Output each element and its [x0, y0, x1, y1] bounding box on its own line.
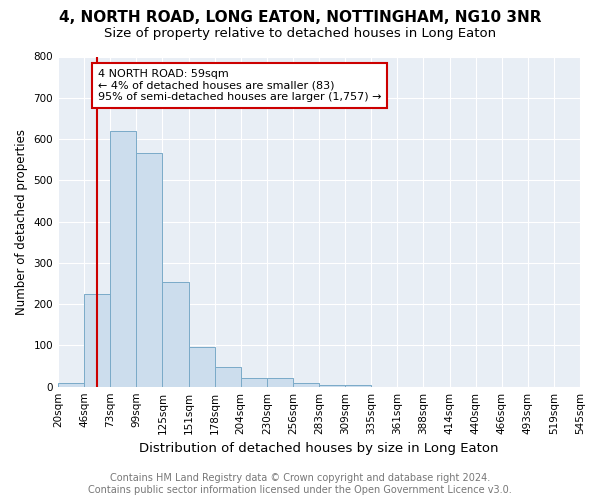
Bar — [293, 382, 319, 386]
Text: 4 NORTH ROAD: 59sqm
← 4% of detached houses are smaller (83)
95% of semi-detache: 4 NORTH ROAD: 59sqm ← 4% of detached hou… — [98, 69, 382, 102]
X-axis label: Distribution of detached houses by size in Long Eaton: Distribution of detached houses by size … — [139, 442, 499, 455]
Text: Contains HM Land Registry data © Crown copyright and database right 2024.
Contai: Contains HM Land Registry data © Crown c… — [88, 474, 512, 495]
Bar — [136, 154, 163, 386]
Bar — [84, 294, 110, 386]
Bar — [188, 348, 215, 387]
Text: Size of property relative to detached houses in Long Eaton: Size of property relative to detached ho… — [104, 28, 496, 40]
Bar — [58, 382, 84, 386]
Bar — [163, 282, 188, 387]
Bar — [267, 378, 293, 386]
Bar — [319, 384, 345, 386]
Text: 4, NORTH ROAD, LONG EATON, NOTTINGHAM, NG10 3NR: 4, NORTH ROAD, LONG EATON, NOTTINGHAM, N… — [59, 10, 541, 25]
Y-axis label: Number of detached properties: Number of detached properties — [15, 128, 28, 314]
Bar — [215, 368, 241, 386]
Bar — [110, 131, 136, 386]
Bar — [345, 384, 371, 386]
Bar — [241, 378, 267, 386]
